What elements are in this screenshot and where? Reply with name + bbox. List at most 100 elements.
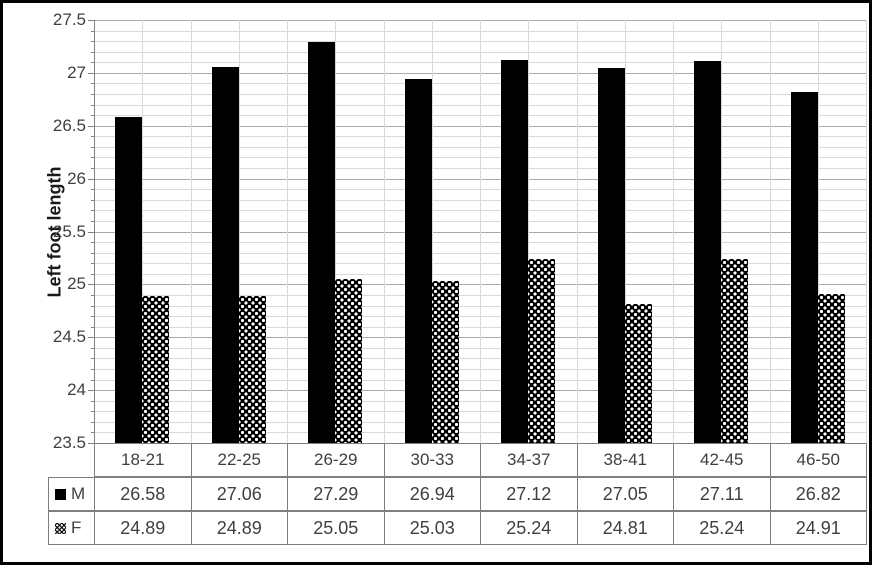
- minor-tick: [91, 199, 94, 201]
- legend-swatch-F: [55, 523, 66, 534]
- vertical-gridline: [480, 20, 481, 443]
- bar-F-26-29: [335, 279, 363, 443]
- minor-tick: [91, 220, 94, 222]
- bar-F-38-41: [624, 304, 652, 443]
- major-tick: [88, 125, 94, 127]
- minor-tick: [91, 316, 94, 318]
- minor-tick: [91, 273, 94, 275]
- category-label-38-41: 38-41: [576, 443, 674, 477]
- y-tick-label: 24.5: [52, 327, 86, 347]
- vertical-gridline: [817, 20, 819, 443]
- minor-tick: [91, 146, 94, 148]
- table-value-M-34-37: 27.12: [480, 477, 578, 511]
- bar-F-18-21: [142, 296, 170, 443]
- table-value-M-26-29: 27.29: [287, 477, 385, 511]
- minor-tick: [91, 83, 94, 85]
- bar-M-26-29: [308, 42, 336, 443]
- y-tick-label: 23.5: [52, 433, 86, 452]
- table-value-M-22-25: 27.06: [190, 477, 288, 511]
- minor-tick: [91, 136, 94, 138]
- minor-tick: [91, 115, 94, 117]
- y-tick-label: 26: [67, 168, 86, 188]
- minor-tick: [91, 347, 94, 349]
- minor-tick: [91, 62, 94, 64]
- legend-label-F: F: [71, 518, 82, 537]
- minor-tick: [91, 358, 94, 360]
- minor-tick: [91, 432, 94, 434]
- minor-tick: [91, 400, 94, 402]
- minor-tick: [91, 104, 94, 106]
- table-value-F-18-21: 24.89: [94, 511, 192, 545]
- bar-M-46-50: [790, 91, 818, 443]
- y-tick-label: 26.5: [52, 115, 86, 135]
- vertical-gridline: [238, 20, 240, 443]
- legend-swatch-M: [55, 489, 66, 500]
- table-value-F-30-33: 25.03: [383, 511, 481, 545]
- legend-cell-F: F: [48, 511, 95, 545]
- category-label-30-33: 30-33: [383, 443, 481, 477]
- bar-M-22-25: [211, 66, 239, 443]
- table-value-F-34-37: 25.24: [480, 511, 578, 545]
- vertical-gridline: [721, 20, 723, 443]
- minor-tick: [91, 94, 94, 96]
- minor-tick: [91, 242, 94, 244]
- vertical-gridline: [673, 20, 674, 443]
- minor-tick: [91, 51, 94, 53]
- y-tick-label: 25.5: [52, 221, 86, 241]
- major-tick: [88, 72, 94, 74]
- minor-tick: [91, 168, 94, 170]
- category-label-46-50: 46-50: [769, 443, 867, 477]
- table-value-F-46-50: 24.91: [769, 511, 867, 545]
- y-tick-label: 27.5: [52, 10, 86, 29]
- vertical-gridline: [383, 20, 385, 443]
- category-label-34-37: 34-37: [480, 443, 578, 477]
- y-tick-label: 25: [67, 274, 86, 294]
- minor-tick: [91, 421, 94, 423]
- vertical-gridline: [287, 20, 288, 443]
- y-tick-label: 24: [67, 380, 86, 400]
- minor-tick: [91, 294, 94, 296]
- bar-F-42-45: [721, 258, 749, 443]
- bar-M-42-45: [694, 61, 722, 443]
- y-axis-line: [94, 20, 95, 443]
- bar-F-22-25: [238, 296, 266, 443]
- minor-tick: [91, 368, 94, 370]
- legend-cell-M: M: [48, 477, 95, 511]
- minor-tick: [91, 210, 94, 212]
- major-tick: [88, 20, 94, 21]
- vertical-gridline: [142, 20, 144, 443]
- table-value-M-30-33: 26.94: [383, 477, 481, 511]
- major-tick: [88, 178, 94, 180]
- vertical-gridline: [866, 20, 867, 443]
- minor-tick: [91, 252, 94, 254]
- category-label-22-25: 22-25: [190, 443, 288, 477]
- major-tick: [88, 443, 94, 444]
- minor-tick: [91, 189, 94, 191]
- bar-F-30-33: [431, 281, 459, 443]
- category-label-42-45: 42-45: [673, 443, 771, 477]
- bar-M-30-33: [404, 79, 432, 443]
- table-value-F-22-25: 24.89: [190, 511, 288, 545]
- table-value-M-42-45: 27.11: [673, 477, 771, 511]
- major-tick: [88, 337, 94, 339]
- vertical-gridline: [624, 20, 626, 443]
- minor-tick: [91, 411, 94, 413]
- minor-tick: [91, 379, 94, 381]
- minor-tick: [91, 157, 94, 159]
- legend-label-M: M: [71, 484, 86, 503]
- vertical-gridline: [576, 20, 578, 443]
- major-tick: [88, 284, 94, 286]
- major-tick: [88, 390, 94, 392]
- minor-tick: [91, 30, 94, 32]
- minor-tick: [91, 326, 94, 328]
- table-value-F-38-41: 24.81: [576, 511, 674, 545]
- vertical-gridline: [528, 20, 530, 443]
- bar-M-18-21: [115, 117, 143, 443]
- bar-F-34-37: [528, 258, 556, 443]
- vertical-gridline: [431, 20, 433, 443]
- table-value-F-42-45: 25.24: [673, 511, 771, 545]
- table-value-M-18-21: 26.58: [94, 477, 192, 511]
- bar-M-38-41: [597, 67, 625, 443]
- table-value-F-26-29: 25.05: [287, 511, 385, 545]
